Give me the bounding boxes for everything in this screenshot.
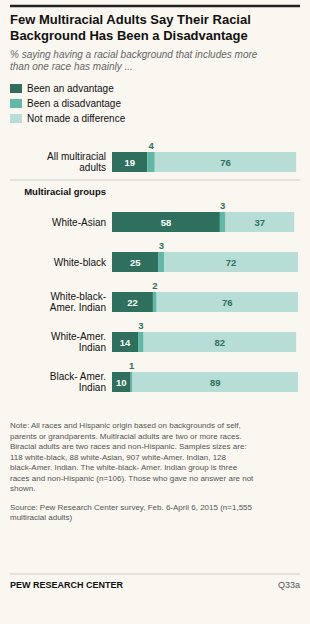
text-line: parents or grandparents. Multiracial adu…	[10, 432, 242, 441]
subtitle: % saying having a racial background that…	[10, 49, 258, 72]
data-label: 37	[255, 217, 266, 228]
note: Note: All races and Hispanic origin base…	[10, 421, 254, 493]
legend-swatch	[10, 114, 22, 123]
bar-segment	[144, 332, 297, 352]
text-line: White-Amer.	[51, 331, 106, 342]
data-label: 4	[148, 140, 154, 151]
text-line: Note: All races and Hispanic origin base…	[10, 421, 241, 430]
data-label: 10	[116, 377, 127, 388]
source: Source: Pew Research Center survey, Feb.…	[10, 503, 253, 523]
bar-segment	[112, 292, 153, 312]
question-code: Q33a	[278, 580, 300, 590]
category-label: White-black	[54, 257, 107, 268]
legend-swatch	[10, 99, 22, 108]
text-line: White-black	[54, 257, 107, 268]
text-line: than one race has mainly ...	[10, 61, 133, 72]
chart: Few Multiracial Adults Say Their RacialB…	[0, 0, 310, 624]
data-label: 2	[152, 280, 157, 291]
data-label: 76	[220, 157, 231, 168]
bar-segment	[164, 252, 298, 272]
bar-segment	[225, 212, 294, 232]
text-line: Black- Amer.	[50, 371, 106, 382]
background	[0, 0, 310, 624]
bar-segment	[153, 292, 157, 312]
data-labels: 194765833725372222761438210189	[116, 140, 265, 388]
bar-segment	[157, 292, 298, 312]
bar-segment	[138, 332, 144, 352]
bar-segment	[112, 252, 159, 272]
bar-segment	[112, 212, 220, 232]
text-line: Amer. Indian	[50, 302, 106, 313]
data-label: 89	[210, 377, 221, 388]
text-line: Background Has Been a Disadvantage	[10, 28, 248, 43]
legend-label: Been a disadvantage	[27, 98, 121, 109]
category-label: White-Amer.Indian	[51, 331, 106, 353]
text-line: Indian	[79, 382, 106, 393]
data-label: 19	[124, 157, 135, 168]
bars	[112, 152, 298, 392]
data-label: 76	[222, 297, 233, 308]
text-line: adults	[79, 162, 106, 173]
data-label: 3	[159, 240, 164, 251]
data-label: 25	[130, 257, 141, 268]
text-line: races and non-Hispanic (n=106). Those wh…	[10, 474, 254, 483]
bar-segment	[112, 372, 131, 392]
data-label: 3	[220, 200, 225, 211]
text-line: White-black-	[50, 291, 106, 302]
footer-rule	[10, 574, 300, 575]
bar-segment	[147, 152, 154, 172]
bar-segment	[220, 212, 226, 232]
text-line: White-Asian	[52, 217, 106, 228]
text-line: All multiracial	[47, 151, 106, 162]
data-label: 82	[215, 337, 226, 348]
bar-segment	[131, 372, 133, 392]
legend-label: Been an advantage	[27, 83, 114, 94]
data-label: 22	[127, 297, 138, 308]
top-rule	[10, 5, 300, 8]
category-label: White-Asian	[52, 217, 106, 228]
text-line: multiracial adults)	[10, 513, 73, 522]
legend-label: Not made a difference	[27, 113, 126, 124]
text-line: 118 white-black, 88 white-Asian, 907 whi…	[10, 453, 227, 462]
text-line: black-Amer. Indian. The white-black- Ame…	[10, 463, 238, 472]
bar-segment	[112, 332, 138, 352]
data-label: 58	[161, 217, 172, 228]
data-label: 14	[120, 337, 131, 348]
category-label: White-black-Amer. Indian	[50, 291, 106, 313]
bar-segment	[132, 372, 298, 392]
legend-swatch	[10, 84, 22, 93]
text-line: % saying having a racial background that…	[10, 49, 258, 60]
category-label: All multiracialadults	[47, 151, 106, 173]
text-line: shown.	[10, 484, 35, 493]
section-label: Multiracial groups	[24, 186, 106, 197]
credit: PEW RESEARCH CENTER	[10, 580, 124, 590]
bar-segment	[159, 252, 165, 272]
data-label: 1	[129, 360, 135, 371]
title: Few Multiracial Adults Say Their RacialB…	[10, 12, 251, 43]
bar-segment	[112, 152, 147, 172]
category-label: Black- Amer.Indian	[50, 371, 106, 393]
text-line: Source: Pew Research Center survey, Feb.…	[10, 503, 253, 512]
data-label: 72	[226, 257, 237, 268]
legend: Been an advantage Been a disadvantage Not …	[10, 83, 126, 124]
text-line: Indian	[79, 342, 106, 353]
text-line: Biracial adults are two races and non-Hi…	[10, 442, 247, 451]
bar-segment	[155, 152, 296, 172]
separator	[10, 180, 300, 181]
text-line: Few Multiracial Adults Say Their Racial	[10, 12, 251, 27]
data-label: 3	[138, 320, 143, 331]
